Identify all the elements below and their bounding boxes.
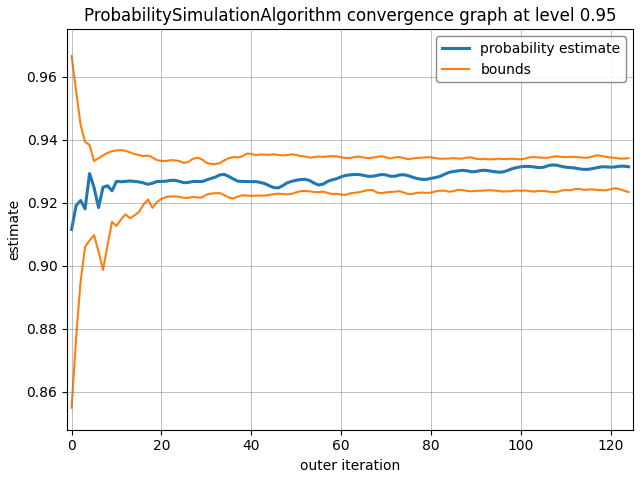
bounds (593, 152, 601, 158)
bounds (211, 161, 219, 167)
Legend: probability estimate, bounds: probability estimate, bounds (436, 36, 626, 82)
bounds (68, 53, 76, 59)
bounds (198, 156, 205, 162)
probability estimate (553, 162, 561, 168)
probability estimate (593, 165, 601, 170)
bounds (540, 155, 547, 160)
Y-axis label: estimate: estimate (7, 199, 21, 260)
bounds (553, 154, 561, 159)
bounds (216, 160, 223, 166)
probability estimate (625, 164, 632, 169)
probability estimate (68, 227, 76, 232)
Line: probability estimate: probability estimate (72, 165, 628, 229)
X-axis label: outer iteration: outer iteration (300, 459, 400, 473)
probability estimate (198, 179, 205, 184)
Title: ProbabilitySimulationAlgorithm convergence graph at level 0.95: ProbabilitySimulationAlgorithm convergen… (84, 7, 616, 25)
bounds (418, 155, 426, 161)
probability estimate (413, 176, 421, 181)
probability estimate (548, 162, 556, 168)
probability estimate (535, 165, 543, 170)
Line: bounds: bounds (72, 56, 628, 164)
bounds (625, 156, 632, 161)
probability estimate (211, 174, 219, 180)
